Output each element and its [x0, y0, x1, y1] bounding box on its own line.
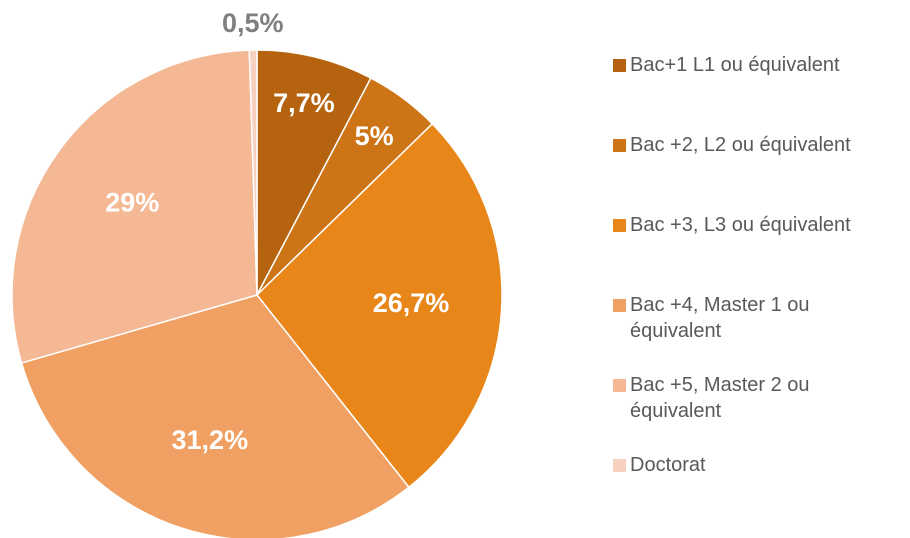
legend-label: Bac +3, L3 ou équivalent	[630, 214, 851, 236]
data-label: 0,5%	[222, 8, 284, 38]
data-label: 7,7%	[273, 88, 335, 118]
legend-entry: Doctorat	[613, 452, 903, 478]
legend-swatch	[613, 219, 626, 232]
legend-entry: Bac +2, L2 ou équivalent	[613, 132, 903, 158]
pie-slice	[20, 294, 410, 538]
data-label: 29%	[105, 187, 159, 217]
data-label: 31,2%	[172, 425, 249, 455]
legend-entry: Bac +5, Master 2 ou équivalent	[613, 372, 903, 424]
legend-entry: Bac +3, L3 ou équivalent	[613, 212, 903, 238]
legend-swatch	[613, 139, 626, 152]
pie-slice	[255, 122, 503, 489]
pie: 7,7% 5% 26,7% 31,2% 29% 0,5%	[11, 8, 503, 538]
legend-entry: Bac +4, Master 1 ou équivalent	[613, 292, 903, 344]
legend-swatch	[613, 299, 626, 312]
data-label: 5%	[355, 121, 394, 151]
legend-label: Bac+1 L1 ou équivalent	[630, 54, 840, 76]
legend-label: Bac +2, L2 ou équivalent	[630, 134, 851, 156]
data-label: 26,7%	[373, 288, 450, 318]
legend-swatch	[613, 59, 626, 72]
pie-slice	[256, 49, 372, 296]
pie-slice	[248, 49, 258, 296]
legend-swatch	[613, 459, 626, 472]
legend-label: Bac +4, Master 1 ou équivalent	[630, 294, 810, 342]
legend-entry: Bac+1 L1 ou équivalent	[613, 52, 903, 78]
legend-label: Doctorat	[630, 454, 706, 476]
legend-swatch	[613, 379, 626, 392]
legend-label: Bac +5, Master 2 ou équivalent	[630, 374, 810, 422]
pie-slice	[11, 49, 258, 364]
